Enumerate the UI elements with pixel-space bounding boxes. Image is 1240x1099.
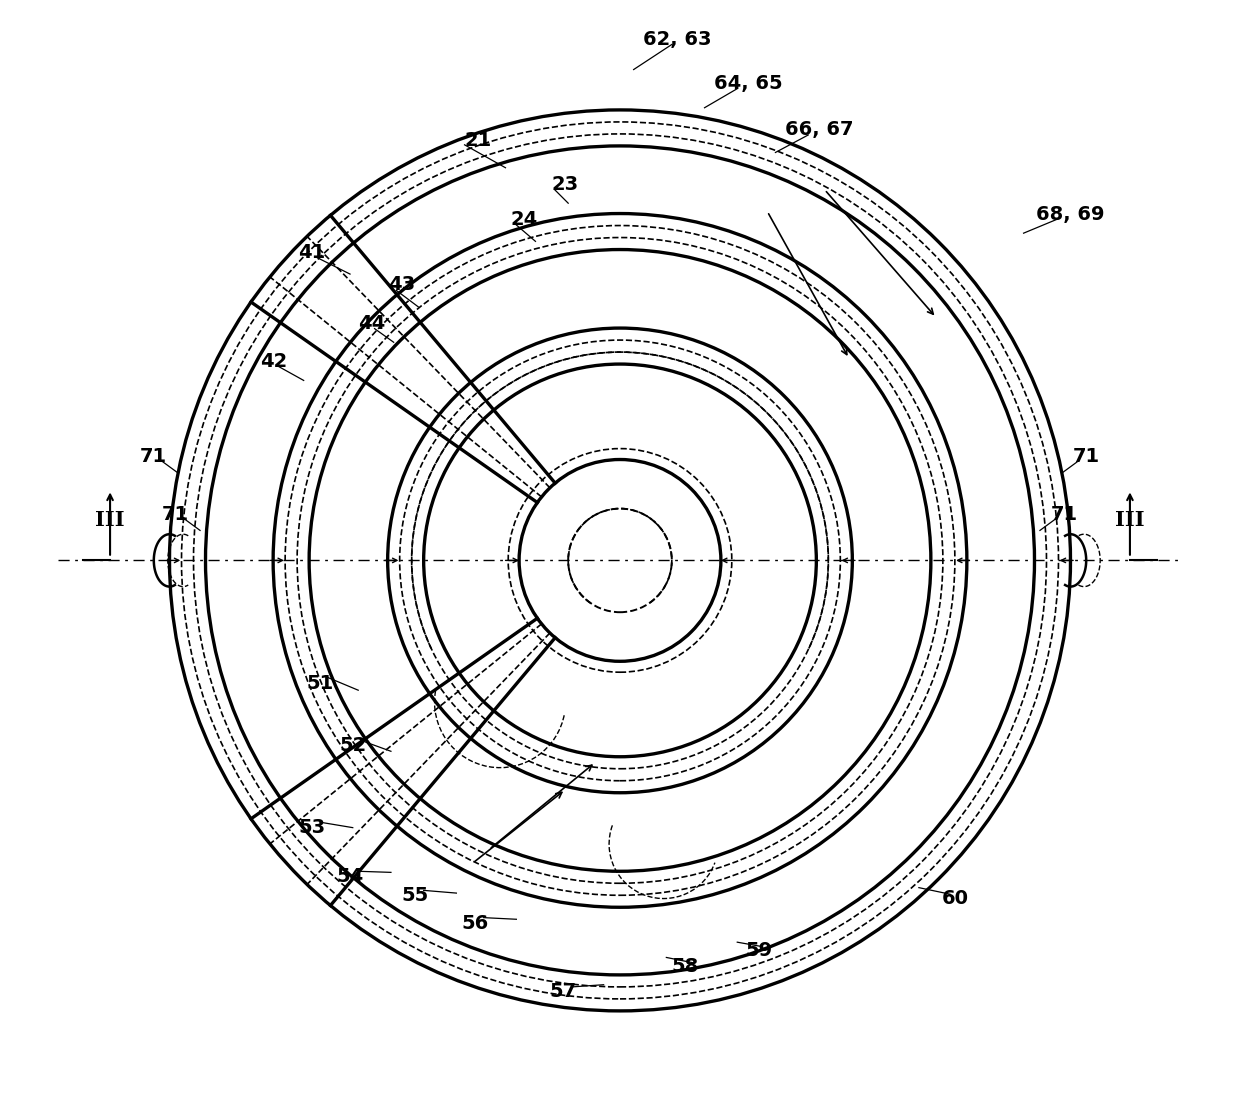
Text: 23: 23 bbox=[552, 175, 579, 193]
Text: 71: 71 bbox=[140, 447, 167, 466]
Text: 54: 54 bbox=[336, 867, 363, 886]
Text: 55: 55 bbox=[402, 886, 429, 906]
Text: 51: 51 bbox=[306, 674, 334, 692]
Text: 68, 69: 68, 69 bbox=[1035, 204, 1104, 223]
Text: 62, 63: 62, 63 bbox=[644, 30, 712, 49]
Text: 52: 52 bbox=[339, 736, 366, 755]
Text: 64, 65: 64, 65 bbox=[714, 74, 782, 92]
Text: 53: 53 bbox=[299, 818, 325, 837]
Text: 71: 71 bbox=[1073, 447, 1100, 466]
Text: 60: 60 bbox=[942, 889, 968, 908]
Text: 58: 58 bbox=[672, 957, 699, 976]
Text: III: III bbox=[95, 510, 125, 531]
Text: 71: 71 bbox=[1052, 504, 1078, 523]
Text: 43: 43 bbox=[388, 276, 415, 295]
Text: 56: 56 bbox=[461, 913, 489, 933]
Text: 21: 21 bbox=[465, 131, 492, 149]
Text: 59: 59 bbox=[745, 941, 773, 959]
Text: 66, 67: 66, 67 bbox=[785, 120, 853, 140]
Text: 41: 41 bbox=[299, 243, 325, 262]
Text: III: III bbox=[1115, 510, 1145, 531]
Text: 44: 44 bbox=[358, 313, 386, 333]
Text: 71: 71 bbox=[162, 504, 188, 523]
Text: 57: 57 bbox=[549, 981, 577, 1001]
Text: 42: 42 bbox=[260, 352, 288, 370]
Text: 24: 24 bbox=[511, 210, 538, 229]
